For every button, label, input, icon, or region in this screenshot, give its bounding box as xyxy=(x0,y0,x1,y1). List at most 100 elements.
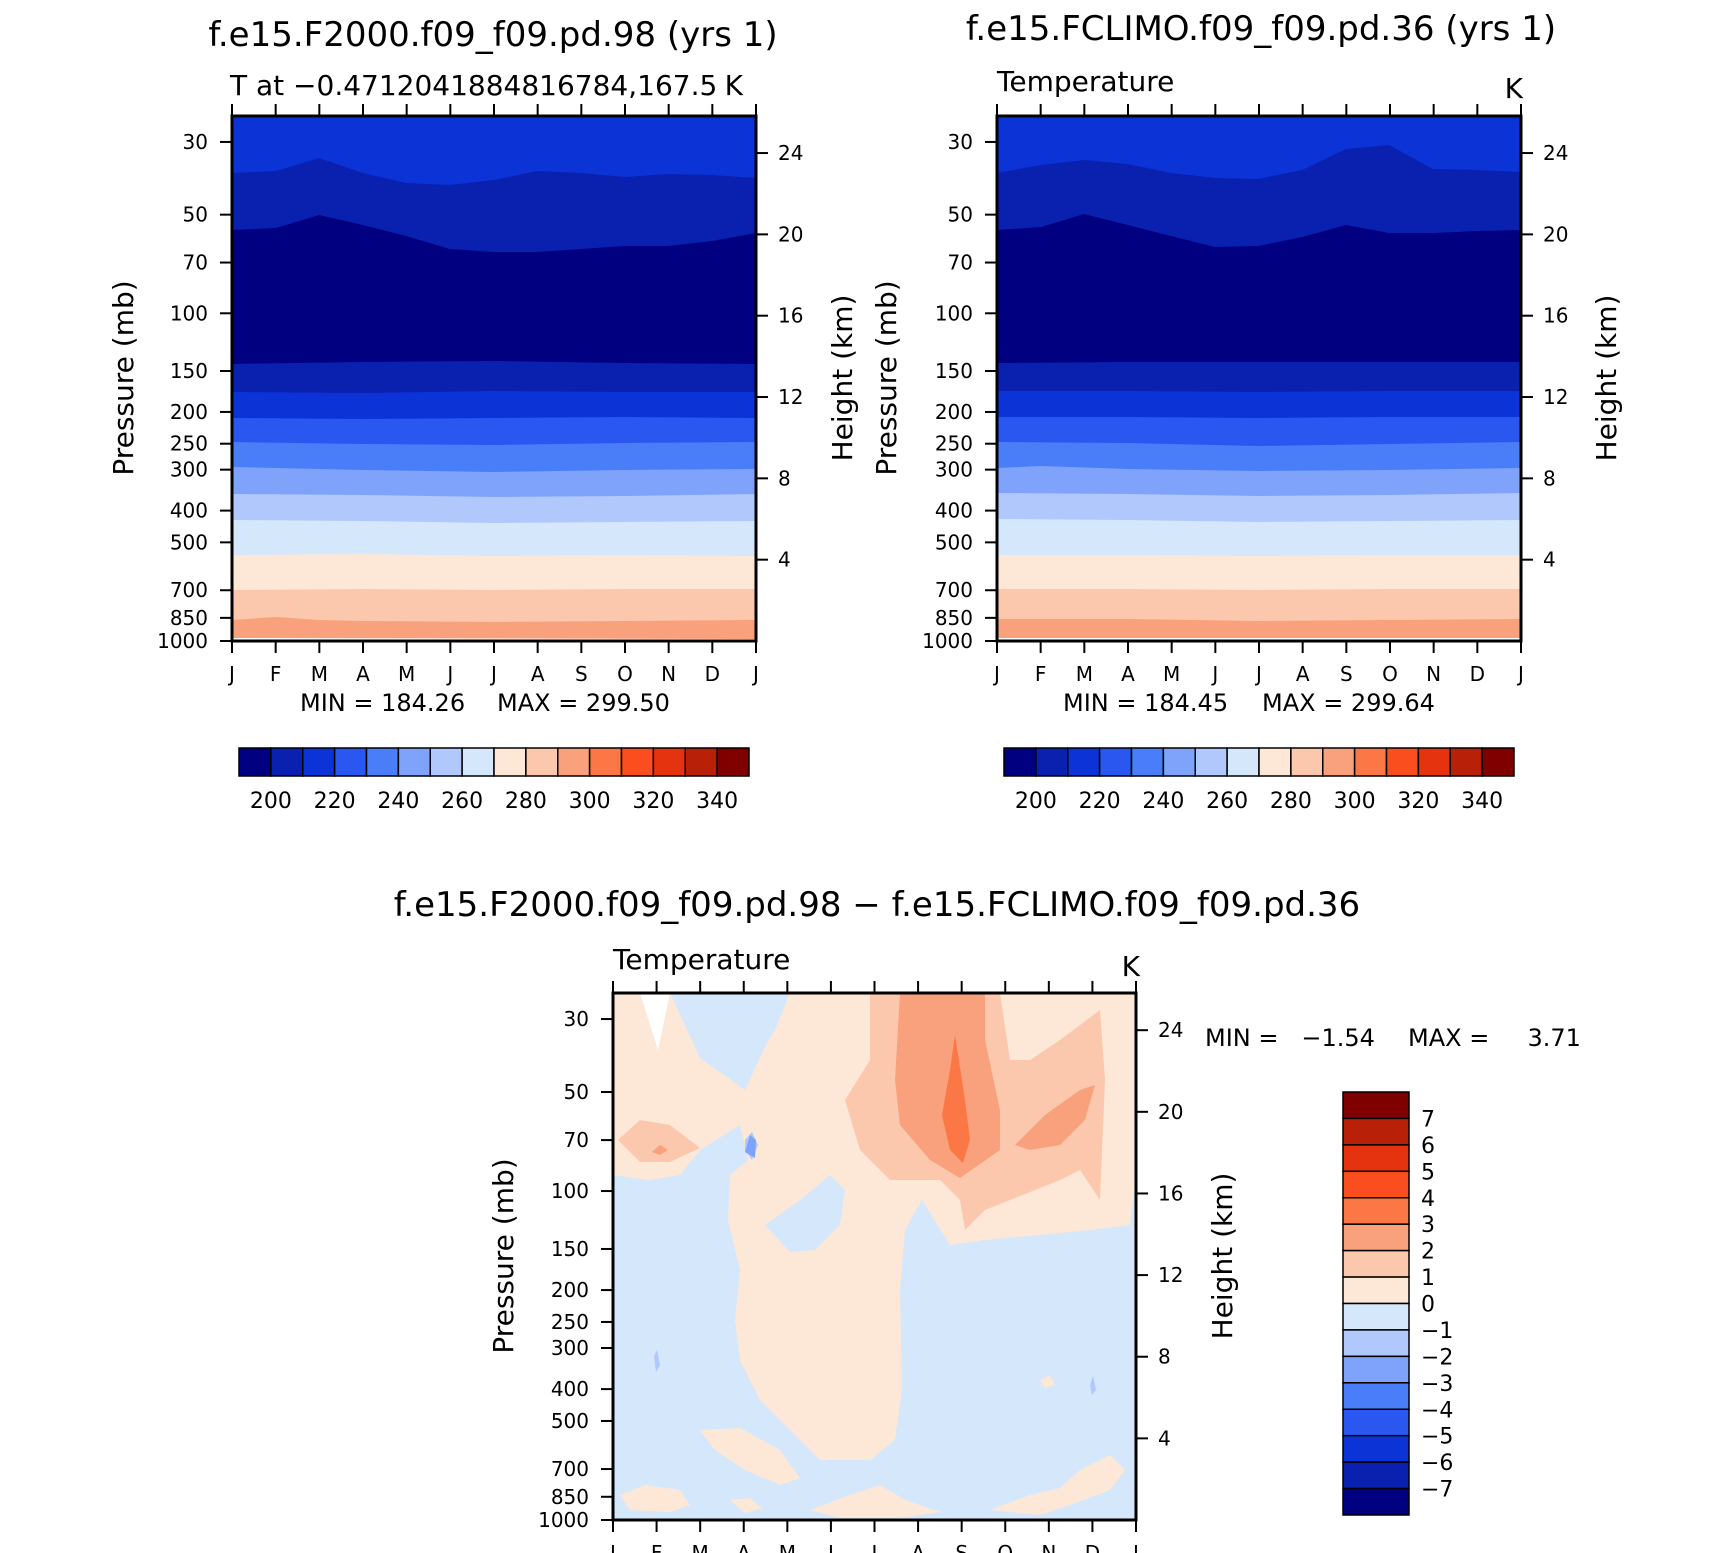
colorbar-tick-label: 260 xyxy=(1206,789,1248,814)
colorbar-swatch xyxy=(1342,1329,1410,1358)
colorbar-swatch xyxy=(1342,1144,1410,1173)
colorbar-swatch xyxy=(1449,747,1483,777)
contour-band xyxy=(745,1135,756,1158)
x-tick-label: A xyxy=(911,1541,925,1553)
colorbar-tick-label: 7 xyxy=(1421,1107,1435,1132)
colorbar-swatch xyxy=(1342,1461,1410,1490)
colorbar-swatch xyxy=(1035,747,1069,777)
contour-band xyxy=(654,1350,660,1372)
x-tick-label: J xyxy=(608,1541,616,1553)
contour-band xyxy=(700,1428,800,1485)
y-tick-label: 200 xyxy=(551,1278,589,1302)
x-tick-label: J xyxy=(870,1541,878,1553)
colorbar-swatch xyxy=(270,747,304,777)
x-tick-label: A xyxy=(356,662,370,686)
max-label: MAX = 299.64 xyxy=(1262,689,1435,717)
min-label: MIN = 184.45 xyxy=(1063,689,1228,717)
max-label: MAX = 3.71 xyxy=(1408,1024,1581,1052)
colorbar-tick-label: −7 xyxy=(1421,1478,1453,1503)
y-tick-label: 400 xyxy=(551,1377,589,1401)
y-tick-label: 500 xyxy=(935,530,973,554)
x-tick-label: M xyxy=(398,662,415,686)
y-right-tick-label: 4 xyxy=(778,548,791,572)
y-tick-label: 200 xyxy=(935,400,973,424)
colorbar-tick-label: −6 xyxy=(1421,1451,1453,1476)
y-tick-label: 30 xyxy=(948,130,973,154)
y-tick-label: 300 xyxy=(935,458,973,482)
panel-subtitle-right: K xyxy=(725,69,744,102)
colorbar-swatch xyxy=(1342,1382,1410,1410)
x-tick-label: J xyxy=(1131,1541,1139,1553)
y-tick-label: 1000 xyxy=(157,629,208,653)
colorbar-swatch xyxy=(365,747,400,777)
colorbar-tick-label: 1 xyxy=(1421,1266,1435,1291)
colorbar-tick-label: 260 xyxy=(441,789,483,814)
colorbar-swatch xyxy=(1342,1408,1410,1437)
y-right-tick-label: 24 xyxy=(1158,1018,1183,1042)
panel-fclimo: f.e15.FCLIMO.f09_f09.pd.36 (yrs 1) Tempe… xyxy=(870,9,1623,814)
x-tick-label: N xyxy=(661,662,676,686)
contour-band xyxy=(1090,1376,1096,1395)
x-tick-label: M xyxy=(1163,662,1180,686)
x-tick-label: D xyxy=(705,662,720,686)
colorbar-tick-label: 300 xyxy=(569,789,611,814)
x-tick-label: J xyxy=(227,662,235,686)
colorbar-tick-label: 4 xyxy=(1421,1187,1435,1212)
y-right-tick-label: 16 xyxy=(1543,304,1568,328)
colorbar-swatch xyxy=(1067,747,1101,777)
y-tick-label: 250 xyxy=(551,1310,589,1334)
colorbar-swatch xyxy=(1003,747,1037,777)
y-tick-label: 300 xyxy=(170,458,208,482)
x-tick-label: J xyxy=(489,662,497,686)
colorbar-tick-label: 320 xyxy=(1397,789,1439,814)
max-label: MAX = 299.50 xyxy=(497,689,670,717)
panel-subtitle-right: K xyxy=(1122,950,1141,983)
y-right-tick-label: 16 xyxy=(1158,1181,1183,1205)
contour-field xyxy=(997,116,1521,641)
panel-title: f.e15.F2000.f09_f09.pd.98 (yrs 1) xyxy=(208,15,777,55)
colorbar-swatch xyxy=(1342,1223,1410,1252)
y-tick-label: 100 xyxy=(170,301,208,325)
contour-band xyxy=(618,1120,700,1162)
y-tick-label: 50 xyxy=(564,1080,589,1104)
x-tick-label: O xyxy=(1382,662,1398,686)
x-tick-label: S xyxy=(575,662,588,686)
contour-band xyxy=(730,1498,762,1513)
colorbar-swatch xyxy=(397,747,431,777)
x-tick-label: D xyxy=(1470,662,1485,686)
x-tick-label: A xyxy=(1121,662,1135,686)
y-right-tick-label: 12 xyxy=(1158,1263,1183,1287)
colorbar-swatch xyxy=(302,747,336,777)
y-tick-label: 500 xyxy=(551,1409,589,1433)
colorbar-tick-label: 3 xyxy=(1421,1213,1435,1238)
colorbar-swatch xyxy=(1290,747,1324,777)
colorbar-swatch xyxy=(1130,747,1165,777)
colorbar-tick-label: 240 xyxy=(1142,789,1184,814)
contour-band xyxy=(1015,1085,1095,1150)
min-label: MIN = −1.54 xyxy=(1205,1024,1375,1052)
colorbar-swatch xyxy=(1322,747,1356,777)
colorbar-swatch xyxy=(1342,1197,1410,1225)
colorbar-swatch xyxy=(493,747,527,777)
colorbar-swatch xyxy=(1342,1487,1410,1516)
panel-subtitle-right: K xyxy=(1505,72,1524,105)
y-axis-label-right: Height (km) xyxy=(1206,1173,1239,1340)
colorbar-swatch xyxy=(620,747,655,777)
colorbar-tick-label: −5 xyxy=(1421,1425,1453,1450)
y-axis-label: Pressure (mb) xyxy=(487,1158,520,1353)
y-right-tick-label: 8 xyxy=(778,466,791,490)
colorbar-swatch xyxy=(1162,747,1196,777)
contour-band xyxy=(990,1455,1125,1515)
colorbar: 200 220 240 260 280 300 320 340 xyxy=(238,747,750,814)
colorbar-tick-label: 0 xyxy=(1421,1293,1435,1318)
colorbar-tick-label: 220 xyxy=(1079,789,1121,814)
y-tick-label: 30 xyxy=(183,130,208,154)
colorbar-swatch xyxy=(1342,1434,1410,1463)
y-tick-label: 700 xyxy=(170,578,208,602)
x-tick-label: S xyxy=(955,1541,968,1553)
colorbar-tick-label: 300 xyxy=(1334,789,1376,814)
colorbar-swatch xyxy=(238,747,272,777)
y-tick-label: 70 xyxy=(948,251,973,275)
min-label: MIN = 184.26 xyxy=(300,689,465,717)
